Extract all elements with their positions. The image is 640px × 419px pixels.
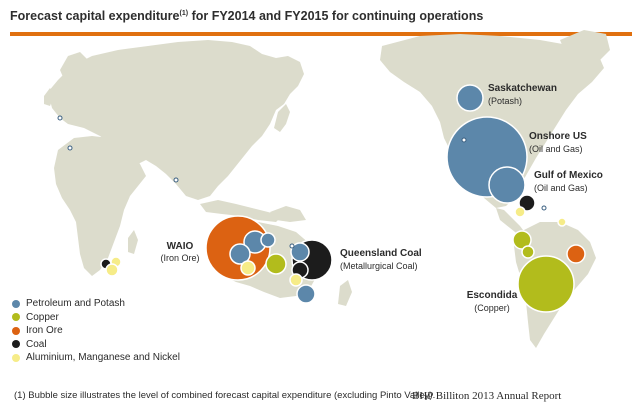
legend-label: Coal <box>26 338 47 350</box>
bubble-iron-ore-brazil <box>566 244 586 264</box>
land-new-guinea <box>270 206 306 222</box>
legend-dot-aluminium-icon <box>12 353 20 362</box>
land-central-america <box>496 208 526 236</box>
bubble-copper-australia <box>265 253 287 275</box>
footnote: (1) Bubble size illustrates the level of… <box>14 390 435 401</box>
label-onshore-us-sub: (Oil and Gas) <box>529 144 583 154</box>
legend-item: Petroleum and Potash <box>12 297 180 311</box>
label-onshore-us: Onshore US <box>529 131 587 142</box>
bubble-petroleum-waio-c <box>260 232 276 248</box>
footnote-marker: (1) <box>14 390 26 401</box>
label-saskatchewan: Saskatchewan <box>488 83 557 94</box>
bubble-copper-peru-b <box>521 245 535 259</box>
bubble-petroleum-queensland <box>290 242 310 262</box>
land-madagascar <box>128 230 138 254</box>
page-title: Forecast capital expenditure(1) for FY20… <box>10 9 483 23</box>
bubble-copper-escondida <box>517 255 575 313</box>
labels-layer: Saskatchewan (Potash) Onshore US (Oil an… <box>160 83 602 313</box>
office-marker-south-america <box>541 205 547 211</box>
legend-dot-iron-ore-icon <box>12 326 20 335</box>
legend-item: Iron Ore <box>12 324 180 338</box>
label-waio: WAIO <box>167 241 194 252</box>
label-saskatchewan-sub: (Potash) <box>488 96 522 106</box>
label-escondida-sub: (Copper) <box>474 303 510 313</box>
title-text-after: for FY2014 and FY2015 for continuing ope… <box>191 9 484 23</box>
footnote-text: Bubble size illustrates the level of com… <box>28 390 436 401</box>
legend-dot-coal-icon <box>12 340 20 349</box>
label-queensland-coal-sub: (Metallurgical Coal) <box>340 261 418 271</box>
world-map: Saskatchewan (Potash) Onshore US (Oil an… <box>44 30 610 348</box>
legend-label: Copper <box>26 311 59 323</box>
land-eurasia <box>48 40 304 200</box>
land-greenland <box>560 30 610 62</box>
bubbles-layer <box>57 84 586 313</box>
office-marker-us <box>461 137 467 143</box>
office-marker-london <box>57 115 63 121</box>
land-africa <box>54 136 146 276</box>
land-indonesia <box>200 200 282 222</box>
bubble-petroleum-gulf-of-mexico <box>488 166 526 204</box>
land-british-isles <box>44 88 54 106</box>
legend-label: Iron Ore <box>26 325 63 337</box>
land-scandinavia <box>60 52 88 84</box>
label-gulf-of-mexico-sub: (Oil and Gas) <box>534 183 588 193</box>
legend-label: Aluminium, Manganese and Nickel <box>26 352 180 364</box>
legend-label: Petroleum and Potash <box>26 298 125 310</box>
source-credit: BHP Billiton 2013 Annual Report <box>412 390 562 402</box>
legend: Petroleum and Potash Copper Iron Ore Coal Al… <box>12 297 180 365</box>
land-new-zealand <box>338 280 352 306</box>
title-text: Forecast capital expenditure <box>10 9 180 23</box>
bubble-aluminium-waio <box>240 260 256 276</box>
bubble-petroleum-saskatchewan <box>456 84 484 112</box>
title-rule <box>10 32 632 36</box>
bubble-petroleum-bass-strait <box>296 284 316 304</box>
legend-item: Coal <box>12 338 180 352</box>
label-escondida: Escondida <box>467 290 518 301</box>
bubble-aluminium-queensland <box>289 273 303 287</box>
office-marker-australia <box>289 243 295 249</box>
label-queensland-coal: Queensland Coal <box>340 248 422 259</box>
legend-item: Copper <box>12 311 180 325</box>
legend-item: Aluminium, Manganese and Nickel <box>12 351 180 365</box>
title-note-marker: (1) <box>179 9 189 17</box>
bubble-petroleum-waio-b <box>229 243 251 265</box>
label-waio-sub: (Iron Ore) <box>160 253 199 263</box>
land-japan <box>274 104 290 132</box>
office-marker-europe <box>67 145 73 151</box>
office-marker-singapore <box>173 177 179 183</box>
bubble-aluminium-south-america <box>557 217 567 227</box>
legend-dot-copper-icon <box>12 313 20 322</box>
legend-dot-petroleum-icon <box>12 299 20 308</box>
bubble-coal-americas <box>518 194 536 212</box>
label-gulf-of-mexico: Gulf of Mexico <box>534 170 603 181</box>
bubble-aluminium-americas <box>514 206 526 218</box>
bubble-aluminium-south-africa-b <box>105 263 119 277</box>
